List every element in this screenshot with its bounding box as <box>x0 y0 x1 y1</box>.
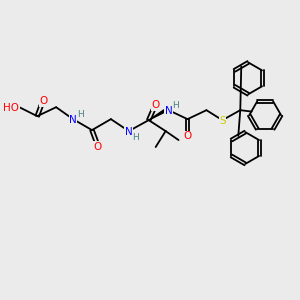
Polygon shape <box>149 109 166 120</box>
Text: H: H <box>172 101 179 110</box>
Text: N: N <box>125 127 133 137</box>
Text: HO: HO <box>3 103 19 113</box>
Text: H: H <box>76 110 83 119</box>
Text: N: N <box>165 106 172 116</box>
Text: O: O <box>94 142 102 152</box>
Text: N: N <box>69 115 77 125</box>
Text: O: O <box>183 131 192 141</box>
Text: H: H <box>132 133 139 142</box>
Text: O: O <box>39 96 47 106</box>
Text: S: S <box>219 116 226 126</box>
Text: O: O <box>152 100 160 110</box>
